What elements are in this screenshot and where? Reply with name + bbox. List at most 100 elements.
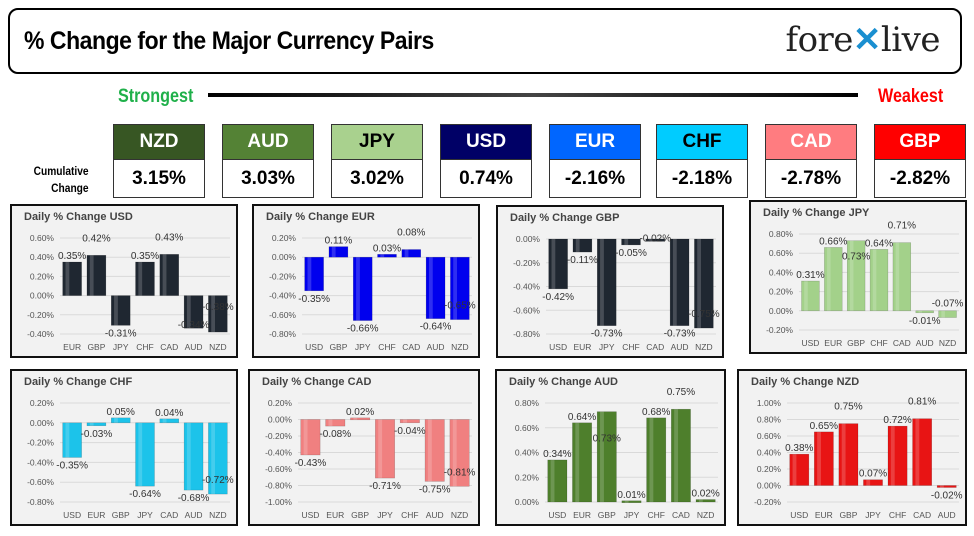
x-tick-label: EUR <box>573 510 591 520</box>
bar <box>135 261 155 296</box>
x-tick-label: EUR <box>815 510 833 520</box>
x-tick-label: USD <box>63 510 81 520</box>
bar <box>669 238 690 326</box>
bar <box>159 418 180 424</box>
x-tick-label: AUD <box>916 338 934 348</box>
data-label: -0.05% <box>615 248 647 259</box>
x-tick-label: CHF <box>889 510 906 520</box>
x-tick-label: NZD <box>209 342 226 352</box>
bar-highlight <box>211 422 216 495</box>
currency-code: AUD <box>222 124 314 160</box>
bar <box>62 422 82 458</box>
cumulative-value: 3.03% <box>222 160 314 198</box>
y-tick-label: -0.60% <box>269 310 296 320</box>
bar <box>936 485 957 488</box>
bar <box>86 255 107 296</box>
bar-highlight <box>827 247 831 311</box>
x-tick-label: USD <box>790 510 808 520</box>
bar-highlight <box>872 249 877 311</box>
bar-highlight <box>162 418 167 423</box>
x-tick-label: EUR <box>63 342 81 352</box>
bar <box>450 256 470 320</box>
bar <box>671 408 691 503</box>
x-tick-label: CHF <box>647 510 664 520</box>
bar-highlight <box>698 499 703 502</box>
strongest-label: Strongest <box>118 86 194 107</box>
x-tick-label: GBP <box>112 510 130 520</box>
cumulative-value: -2.82% <box>874 160 966 198</box>
y-tick-label: 0.40% <box>30 252 55 262</box>
x-tick-label: EUR <box>87 510 105 520</box>
bar-highlight <box>804 281 808 311</box>
bar <box>399 419 420 424</box>
data-label: 0.03% <box>373 243 401 254</box>
x-tick-label: NZD <box>939 338 956 348</box>
bar-highlight <box>866 479 871 486</box>
bar <box>62 261 82 296</box>
x-tick-label: JPY <box>137 510 153 520</box>
x-tick-label: NZD <box>697 510 714 520</box>
chart-title: Daily % Change USD <box>24 211 133 223</box>
x-tick-label: JPY <box>355 342 371 352</box>
data-label: 0.01% <box>617 490 645 501</box>
y-tick-label: 0.00% <box>30 291 55 301</box>
data-label: 0.75% <box>667 387 695 398</box>
bar <box>863 479 883 486</box>
bar <box>377 254 397 258</box>
bar-highlight <box>303 419 308 455</box>
data-label: -0.07% <box>932 299 964 310</box>
data-label: 0.08% <box>397 228 425 239</box>
y-tick-label: -0.20% <box>754 497 781 507</box>
y-tick-label: -0.20% <box>27 310 54 320</box>
data-label: -0.38% <box>202 302 234 313</box>
bar-highlight <box>65 262 70 296</box>
bar <box>300 419 321 456</box>
y-tick-label: -0.40% <box>27 329 54 339</box>
data-label: -0.01% <box>909 316 941 327</box>
data-label: 0.02% <box>691 489 719 500</box>
cumulative-value: -2.78% <box>765 160 857 198</box>
currency-box-cad: CAD -2.78% <box>765 124 857 198</box>
bar <box>695 499 716 503</box>
data-label: -0.08% <box>319 429 351 440</box>
y-tick-label: -0.20% <box>513 258 540 268</box>
bar <box>789 453 810 486</box>
chart-title: Daily % Change CHF <box>24 376 133 388</box>
bar <box>694 238 714 329</box>
data-label: 0.64% <box>568 412 596 423</box>
x-tick-label: EUR <box>326 510 344 520</box>
y-tick-label: 0.60% <box>757 431 782 441</box>
bar <box>596 411 617 503</box>
currency-code: USD <box>440 124 532 160</box>
data-label: -0.02% <box>639 233 671 244</box>
bar <box>838 423 859 486</box>
data-label: 0.71% <box>888 221 916 232</box>
bar <box>135 422 155 487</box>
data-label: -0.42% <box>542 292 574 303</box>
bar <box>912 418 932 486</box>
y-tick-label: 0.40% <box>757 448 782 458</box>
bar <box>425 256 446 319</box>
bar <box>547 459 568 503</box>
bar-highlight <box>353 417 358 420</box>
y-tick-label: -0.60% <box>27 477 54 487</box>
data-label: -0.02% <box>931 491 963 502</box>
y-tick-label: -0.40% <box>27 457 54 467</box>
y-tick-label: 0.20% <box>272 233 297 243</box>
bar-highlight <box>404 249 409 258</box>
cumulative-value: 0.74% <box>440 160 532 198</box>
x-tick-label: AUD <box>938 510 956 520</box>
x-tick-label: GBP <box>329 342 347 352</box>
chart-title: Daily % Change EUR <box>266 211 375 223</box>
data-label: 0.43% <box>155 232 183 243</box>
x-tick-label: USD <box>548 510 566 520</box>
y-tick-label: 0.60% <box>769 248 794 258</box>
bar <box>645 238 666 242</box>
data-label: -0.11% <box>567 255 598 266</box>
bar <box>887 425 908 486</box>
y-tick-label: -0.80% <box>265 481 292 491</box>
currency-code: GBP <box>874 124 966 160</box>
bar-highlight <box>89 255 94 296</box>
bar <box>646 417 667 503</box>
bar-highlight <box>186 295 191 329</box>
